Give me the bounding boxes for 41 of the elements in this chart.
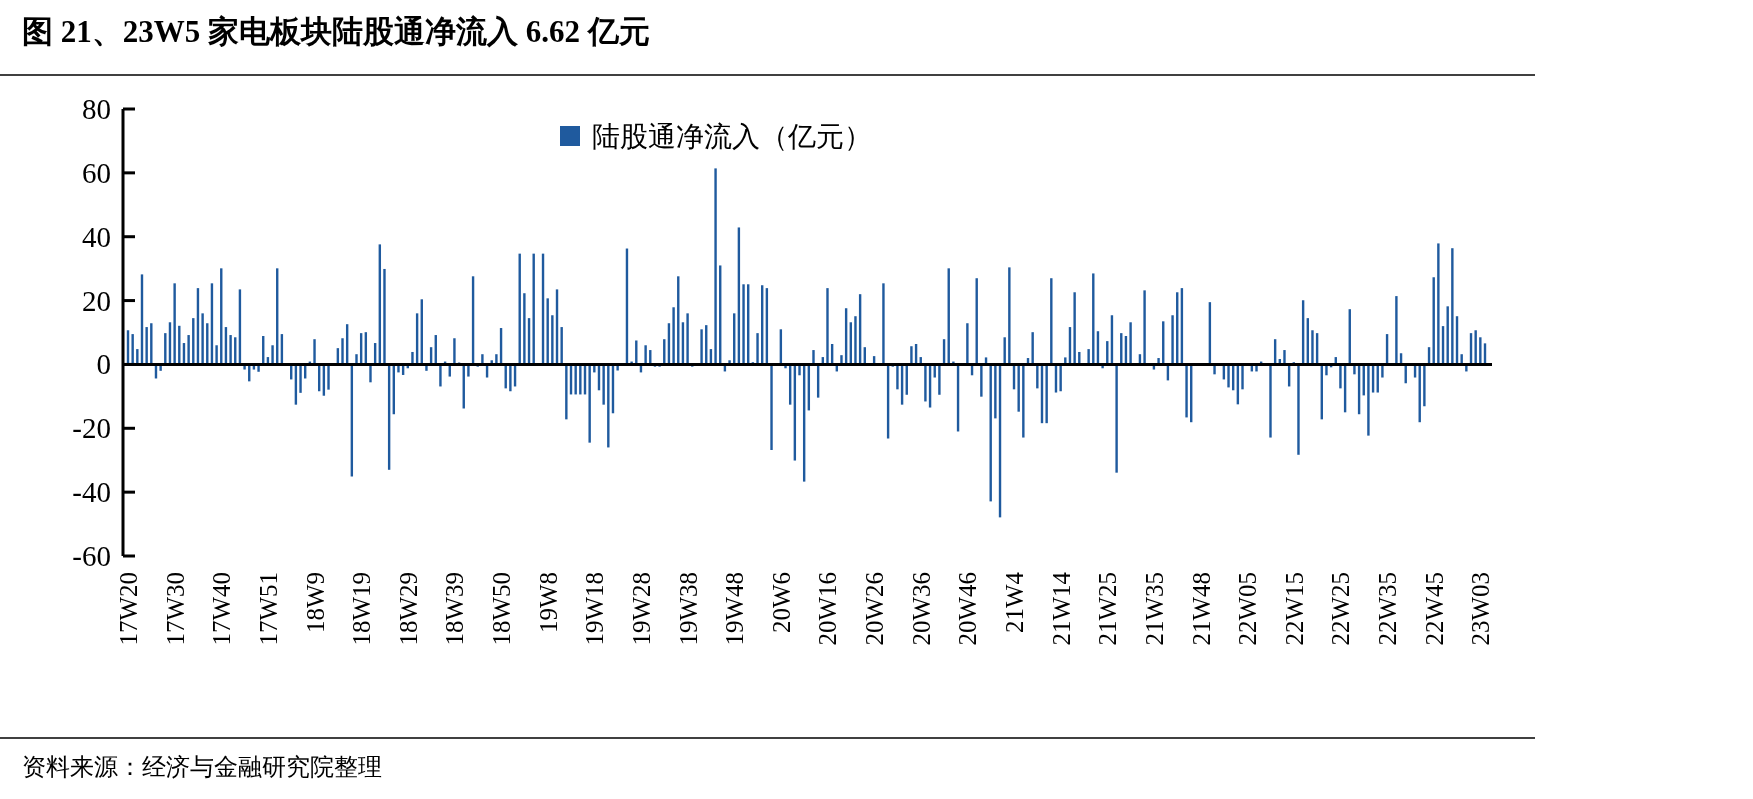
text: 资料来源：经济与金融研究院整理 — [22, 754, 382, 780]
x-tick-label: 19W8 — [534, 572, 562, 634]
x-tick-label: 22W35 — [1374, 572, 1402, 646]
y-tick-label: 60 — [82, 156, 111, 189]
x-tick-label: 19W28 — [627, 572, 655, 646]
x-tick-label: 17W30 — [161, 572, 189, 646]
x-tick-label: 22W45 — [1420, 572, 1448, 646]
x-tick-label: 18W19 — [348, 572, 376, 646]
x-tick-label: 17W40 — [208, 572, 236, 646]
x-tick-label: 21W4 — [1001, 571, 1029, 634]
x-tick-label: 20W6 — [767, 572, 795, 634]
x-tick-label: 19W48 — [721, 572, 749, 646]
x-tick-label: 22W05 — [1234, 572, 1262, 646]
y-tick-label: 0 — [96, 348, 111, 381]
x-tick-label: 21W25 — [1094, 572, 1122, 646]
y-tick-label: -20 — [72, 412, 111, 445]
x-tick-label: 22W25 — [1327, 572, 1355, 646]
x-tick-label: 22W15 — [1280, 572, 1308, 646]
chart-title: 图 21、23W5 家电板块陆股通净流入 6.62 亿元 — [22, 14, 650, 49]
x-tick-label: 21W48 — [1187, 572, 1215, 646]
x-tick-label: 20W46 — [954, 572, 982, 646]
x-tick-label: 18W50 — [488, 572, 516, 646]
x-tick-label: 17W20 — [115, 572, 142, 646]
x-tick-label: 19W18 — [581, 572, 609, 646]
y-tick-label: 80 — [82, 93, 111, 125]
x-tick-label: 20W26 — [861, 572, 889, 646]
x-tick-label: 23W03 — [1467, 572, 1495, 646]
legend-label: 陆股通净流入（亿元） — [592, 121, 872, 152]
x-tick-label: 19W38 — [674, 572, 702, 646]
x-tick-label: 18W39 — [441, 572, 469, 646]
x-tick-label: 21W35 — [1140, 572, 1168, 646]
x-tick-label: 21W14 — [1047, 571, 1075, 646]
x-tick-label: 20W36 — [907, 572, 935, 646]
y-tick-label: 40 — [82, 220, 111, 253]
y-tick-label: 20 — [82, 284, 111, 317]
x-tick-label: 20W16 — [814, 572, 842, 646]
y-tick-label: -40 — [72, 476, 111, 509]
x-tick-label: 18W29 — [394, 572, 422, 646]
x-tick-label: 18W9 — [301, 572, 329, 634]
x-tick-label: 17W51 — [254, 572, 282, 646]
y-tick-label: -60 — [72, 540, 111, 572]
